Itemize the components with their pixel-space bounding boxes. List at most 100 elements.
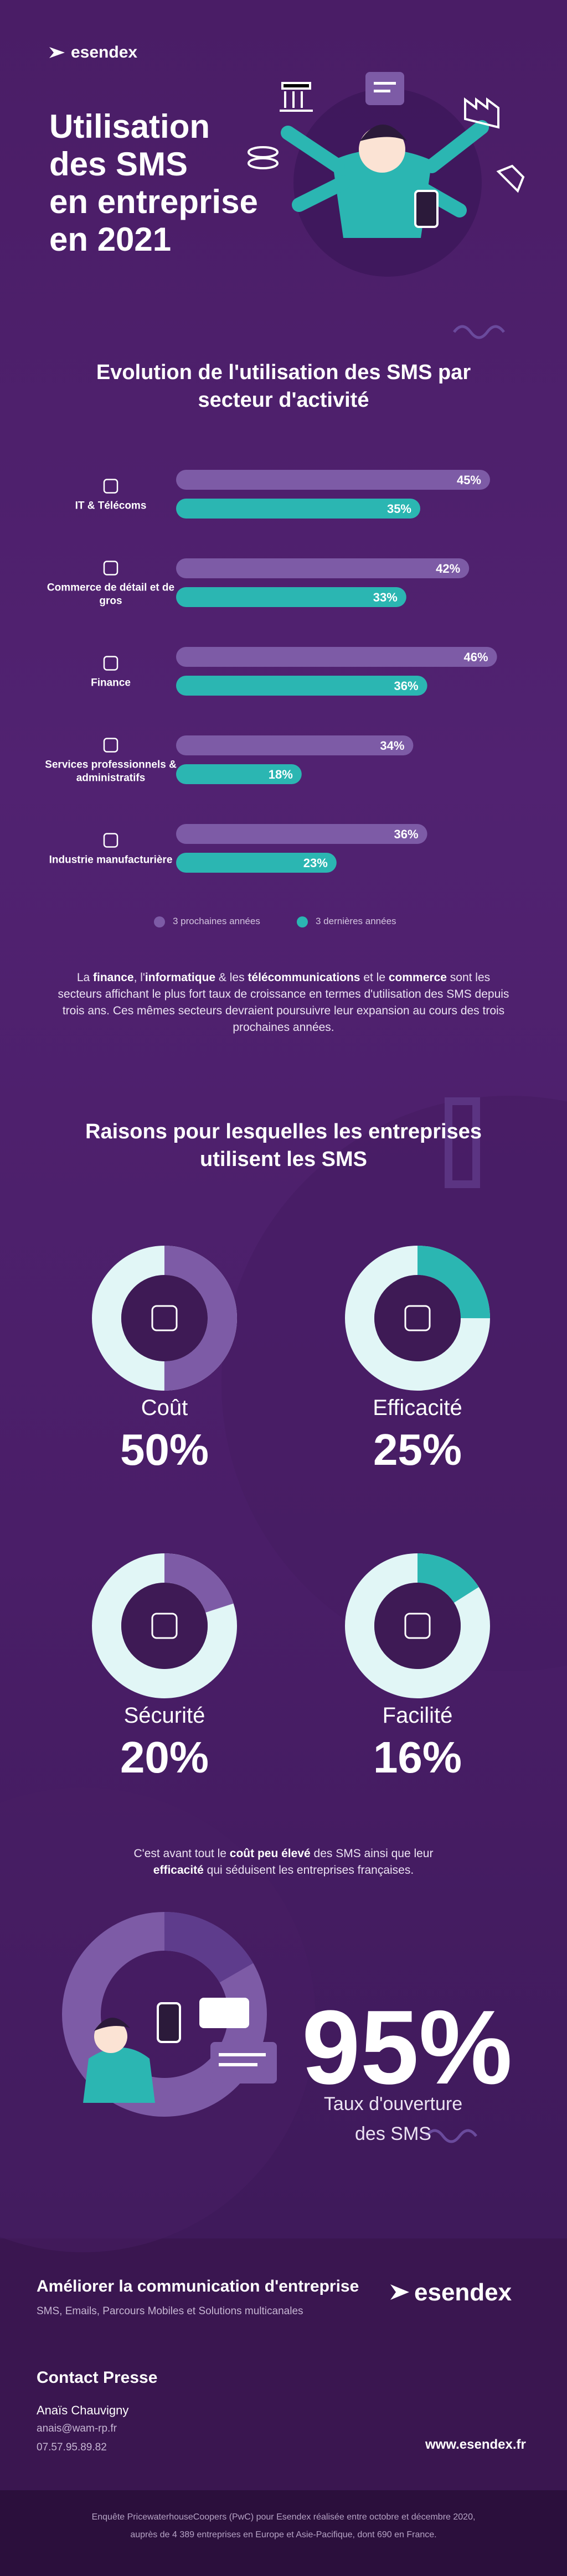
donut-arc: [345, 1246, 490, 1391]
text-segment: finance: [93, 971, 134, 984]
text-segment: et le: [360, 971, 389, 984]
title-line: Utilisation: [49, 108, 210, 145]
value-label: 34%: [380, 739, 404, 753]
donut-value: 25%: [373, 1425, 462, 1474]
text-segment: commerce: [388, 971, 447, 984]
services: SMS, Emails, Parcours Mobiles et Solutio…: [37, 2305, 303, 2317]
legend-label: 3 dernières années: [316, 916, 396, 926]
bar: [176, 824, 427, 844]
bar: [176, 558, 470, 578]
category-icon: [103, 561, 118, 576]
donut-hole: [374, 1275, 461, 1361]
category: IT & Télécoms: [44, 477, 177, 513]
donut-label: Efficacité: [373, 1396, 462, 1420]
category-icon: [103, 833, 118, 848]
contact-title: Contact Presse: [37, 2368, 158, 2387]
donut-hole: [121, 1275, 208, 1361]
big-stat: 95%: [302, 1989, 513, 2106]
bar: [176, 470, 490, 490]
donut-value: 50%: [120, 1425, 209, 1474]
footer-band: [0, 2238, 567, 2490]
value-label: 23%: [303, 856, 328, 870]
paragraph: La finance, l'informatique & les télécom…: [55, 970, 512, 1036]
section-title: Raisons pour lesquelles les entreprises …: [85, 1120, 482, 1171]
bar: [176, 647, 497, 667]
tagline: Améliorer la communication d'entreprise: [37, 2277, 359, 2295]
value-label: 35%: [387, 502, 411, 516]
category: Services professionnels & administratifs: [44, 736, 177, 785]
bar: [176, 587, 406, 607]
value-label: 33%: [373, 590, 398, 604]
bar: [176, 499, 420, 519]
donut-label: Coût: [141, 1396, 188, 1420]
donut-arc: [92, 1553, 237, 1698]
title-line: en entreprise: [49, 183, 258, 220]
contact-name: Anaïs Chauvigny: [37, 2403, 129, 2417]
category-label: Finance: [91, 677, 131, 689]
category: Finance: [44, 654, 177, 690]
contact-phone: 07.57.95.89.82: [37, 2442, 107, 2453]
category-icon: [103, 479, 118, 494]
legend-label: 3 prochaines années: [173, 916, 260, 926]
donut-hole: [121, 1583, 208, 1669]
source-note: Enquête PricewaterhouseCoopers (PwC) pou…: [91, 2512, 476, 2539]
logo: esendex: [414, 2279, 512, 2306]
stat-label: Taux d'ouverture des SMS: [323, 2093, 463, 2144]
category-label: IT & Télécoms: [75, 500, 147, 512]
logo-mark: [49, 47, 409, 2300]
text-segment: coût peu élevé: [229, 1847, 311, 1860]
donut-icon: [404, 1305, 431, 1331]
title-line: en 2021: [49, 221, 172, 258]
category: Industrie manufacturière: [44, 831, 177, 867]
section-title: Evolution de l'utilisation des SMS par s…: [96, 361, 471, 412]
donut-hole: [374, 1583, 461, 1669]
value-label: 36%: [394, 827, 419, 841]
value-label: 45%: [457, 473, 481, 487]
category-label: Industrie manufacturière: [49, 854, 173, 866]
text-segment: sont les secteurs affichant le plus fort…: [58, 971, 509, 1034]
donut-arc: [92, 1246, 237, 1391]
text-segment: La: [76, 971, 94, 984]
donut-value: 16%: [373, 1733, 462, 1782]
bar: [176, 764, 302, 784]
category: Commerce de détail et de gros: [44, 559, 177, 608]
text-segment: qui séduisent les entreprises françaises…: [203, 1864, 414, 1877]
text-segment: C'est avant tout le: [133, 1847, 230, 1860]
text-segment: efficacité: [153, 1864, 204, 1877]
text-segment: & les: [215, 971, 248, 984]
text-segment: , l': [133, 971, 145, 984]
legend-swatch: [297, 916, 308, 927]
title-line: des SMS: [49, 146, 188, 183]
donut-icon: [404, 1613, 431, 1639]
bar: [176, 735, 414, 755]
contact-email: anais@wam-rp.fr: [37, 2423, 117, 2434]
logo: esendex: [71, 43, 138, 61]
source-band: [0, 2490, 567, 2576]
legend-swatch: [154, 916, 165, 927]
value-label: 18%: [269, 768, 293, 781]
donut-icon: [151, 1305, 178, 1331]
donut-value: 20%: [120, 1733, 209, 1782]
bar: [176, 853, 337, 873]
category-icon: [103, 656, 118, 671]
header-illustration: [248, 72, 525, 238]
category-label: Services professionnels & administratifs: [45, 759, 177, 784]
value-label: 46%: [464, 650, 488, 664]
value-label: 42%: [436, 562, 460, 576]
website: www.esendex.fr: [425, 2437, 526, 2452]
value-label: 36%: [394, 679, 419, 693]
donut-label: Sécurité: [123, 1703, 205, 1728]
bottom-illustration: [62, 1911, 277, 2117]
text-segment: informatique: [145, 971, 216, 984]
donut-arc: [345, 1553, 490, 1698]
category-label: Commerce de détail et de gros: [47, 582, 175, 607]
donut-icon: [151, 1613, 178, 1639]
bar: [176, 676, 427, 696]
category-icon: [103, 738, 118, 753]
text-segment: télécommunications: [248, 971, 360, 984]
donut-label: Facilité: [382, 1703, 453, 1728]
text-segment: des SMS ainsi que leur: [310, 1847, 434, 1860]
paragraph: C'est avant tout le coût peu élevé des S…: [111, 1846, 456, 1879]
